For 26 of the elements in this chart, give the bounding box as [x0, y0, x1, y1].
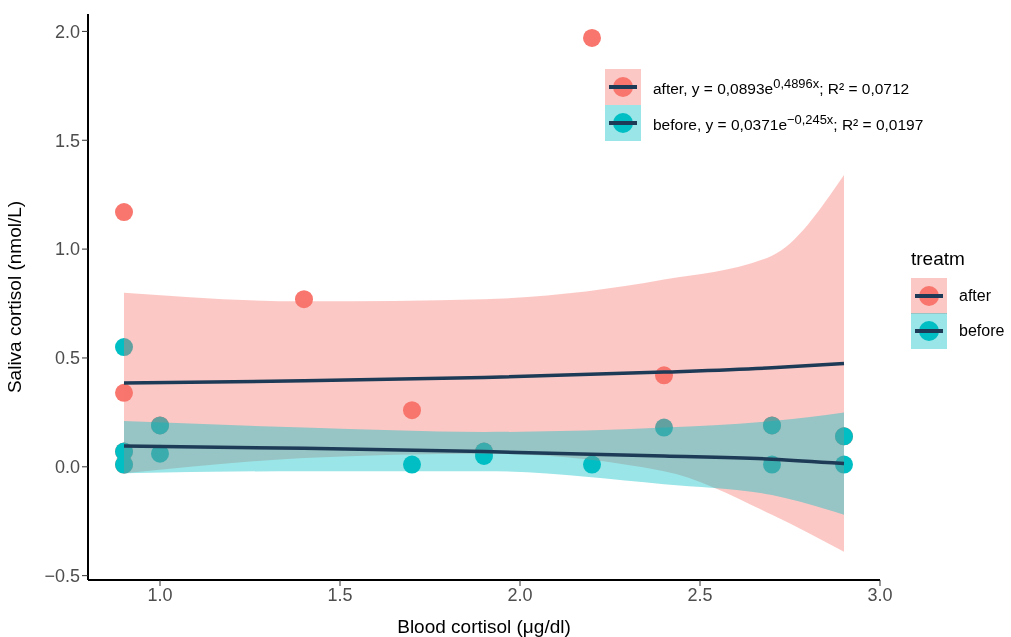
x-tick-label: 2.5: [687, 584, 713, 605]
point: [295, 290, 313, 309]
x-axis-title: Blood cortisol (μg/dl): [397, 616, 571, 637]
point: [583, 455, 601, 474]
legend-label: before: [959, 321, 1005, 340]
legend-label: before, y = 0,0371e$^{−0,245x}$; R² = 0,0197: [653, 111, 924, 135]
y-tick-label: 0.5: [54, 348, 80, 369]
point: [115, 383, 133, 402]
y-tick-label: 1.5: [54, 130, 80, 151]
legend-label: after: [959, 286, 992, 305]
y-tick-label: 2.0: [54, 21, 80, 42]
x-tick-label: 1.5: [327, 584, 353, 605]
y-tick-label: 1.0: [54, 239, 80, 260]
x-tick-label: 2.0: [507, 584, 533, 605]
point: [115, 203, 133, 222]
point: [115, 338, 133, 357]
legend-label: after, y = 0,0893e$^{0,4896x}$; R² = 0,0712: [653, 75, 910, 99]
x-tick-label: 1.0: [147, 584, 173, 605]
legend-title: treatm: [911, 248, 966, 270]
point: [655, 418, 673, 437]
point: [403, 401, 421, 420]
x-tick-label: 3.0: [867, 584, 893, 605]
y-tick-label: −0.5: [44, 566, 80, 587]
point: [583, 28, 601, 47]
point: [403, 455, 421, 474]
y-tick-label: 0.0: [54, 457, 80, 478]
